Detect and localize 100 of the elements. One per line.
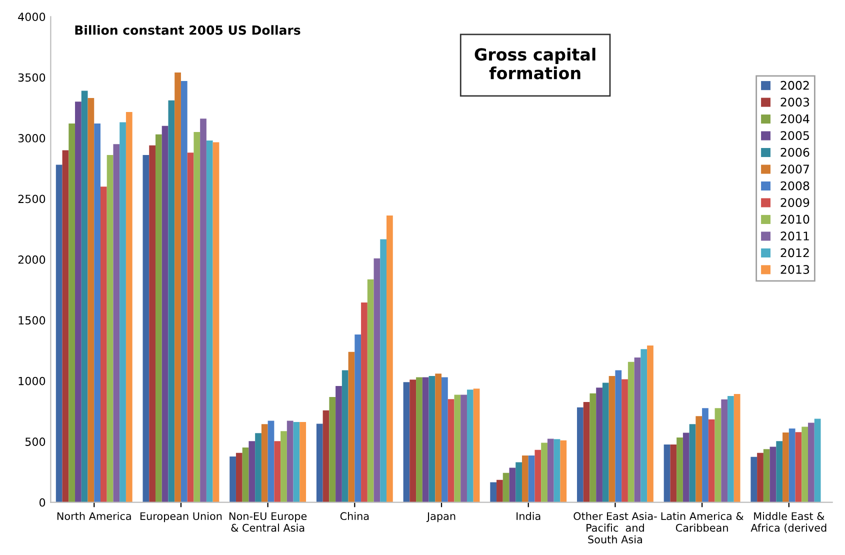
bar bbox=[200, 118, 206, 502]
bar bbox=[354, 334, 362, 502]
x-tick-label: Japan bbox=[426, 512, 456, 522]
legend-label: 2007 bbox=[780, 164, 809, 174]
bar bbox=[68, 123, 76, 502]
x-tick-label: Non-EU Europe & Central Asia bbox=[230, 512, 307, 532]
bar bbox=[647, 346, 654, 502]
bar bbox=[367, 279, 374, 502]
bar bbox=[268, 420, 274, 502]
y-tick-label: 1000 bbox=[18, 376, 46, 386]
bar bbox=[88, 98, 94, 502]
bar bbox=[590, 393, 596, 502]
bar bbox=[403, 382, 410, 502]
bar bbox=[734, 394, 740, 502]
bar bbox=[466, 390, 474, 502]
x-tick-label: European Union bbox=[140, 512, 222, 522]
bar bbox=[322, 410, 330, 502]
bar bbox=[509, 468, 516, 502]
bar bbox=[293, 422, 300, 502]
y-tick-label: 4000 bbox=[18, 12, 46, 22]
bar bbox=[75, 102, 82, 502]
bar bbox=[770, 446, 776, 502]
legend-label: 2012 bbox=[780, 248, 809, 258]
bar bbox=[274, 441, 281, 502]
bar bbox=[522, 456, 528, 502]
bar bbox=[81, 90, 88, 502]
bar bbox=[348, 352, 355, 502]
x-tick-label: Middle East & Africa (derived bbox=[750, 512, 826, 533]
bar bbox=[100, 186, 107, 502]
y-tick-label: 500 bbox=[25, 438, 46, 446]
bar bbox=[763, 449, 770, 502]
bar bbox=[149, 145, 156, 502]
bar bbox=[682, 432, 690, 502]
legend-label: 2003 bbox=[780, 98, 810, 107]
bar bbox=[255, 433, 262, 502]
bar bbox=[422, 377, 429, 502]
bar bbox=[802, 426, 808, 502]
y-tick-label: 2500 bbox=[18, 194, 46, 204]
bar bbox=[528, 456, 535, 502]
bar bbox=[286, 420, 294, 502]
bar bbox=[490, 482, 497, 502]
bar bbox=[460, 394, 467, 502]
bar bbox=[120, 122, 126, 502]
bar bbox=[428, 376, 436, 502]
bar bbox=[696, 416, 702, 502]
bar bbox=[416, 377, 422, 502]
bar bbox=[206, 140, 213, 502]
bar bbox=[236, 452, 242, 502]
bar bbox=[664, 444, 670, 502]
bar bbox=[248, 441, 256, 502]
bar bbox=[212, 142, 220, 502]
legend-label: 2004 bbox=[780, 114, 810, 124]
bar bbox=[454, 394, 461, 502]
bar bbox=[547, 438, 554, 502]
bar bbox=[386, 216, 393, 502]
bar bbox=[795, 432, 802, 502]
x-tick-label: Other East Asia- Pacific and South Asia bbox=[574, 512, 657, 544]
legend-label: 2005 bbox=[780, 131, 809, 140]
bar bbox=[776, 441, 783, 502]
bar bbox=[608, 376, 616, 502]
bar bbox=[280, 431, 287, 502]
bar bbox=[194, 132, 200, 502]
bar bbox=[162, 126, 168, 502]
bar bbox=[448, 399, 454, 502]
y-tick-label: 1500 bbox=[18, 316, 46, 325]
bar bbox=[342, 370, 348, 502]
y-tick-label: 2000 bbox=[18, 255, 46, 264]
bar bbox=[300, 422, 306, 502]
bar bbox=[714, 408, 722, 502]
bar bbox=[628, 362, 634, 502]
legend-label: 2011 bbox=[780, 232, 809, 240]
bar bbox=[374, 258, 380, 502]
bar bbox=[230, 456, 236, 502]
legend-label: 2006 bbox=[780, 148, 810, 157]
bar bbox=[560, 440, 567, 502]
bar bbox=[750, 456, 758, 502]
bar bbox=[187, 152, 194, 502]
legend-label: 2002 bbox=[780, 80, 809, 90]
bar bbox=[62, 150, 69, 502]
bar bbox=[126, 112, 132, 502]
bar bbox=[554, 439, 560, 502]
bar bbox=[808, 422, 814, 502]
bar bbox=[596, 388, 602, 502]
legend-label: 2008 bbox=[780, 181, 810, 190]
text: Gross capital formation bbox=[474, 48, 596, 80]
bar bbox=[94, 123, 100, 502]
bar bbox=[757, 452, 764, 502]
bar bbox=[113, 144, 120, 502]
x-tick-label: Latin America & Caribbean bbox=[661, 512, 744, 532]
bar bbox=[496, 480, 503, 502]
bar bbox=[502, 472, 510, 502]
bar bbox=[728, 396, 734, 502]
y-tick-label: 3000 bbox=[18, 134, 46, 142]
x-tick-label: China bbox=[340, 512, 369, 520]
legend-label: 2009 bbox=[780, 198, 810, 207]
bar bbox=[174, 72, 181, 502]
bar bbox=[634, 358, 641, 502]
bar bbox=[676, 437, 683, 502]
bar bbox=[708, 419, 715, 502]
bar bbox=[782, 432, 789, 502]
